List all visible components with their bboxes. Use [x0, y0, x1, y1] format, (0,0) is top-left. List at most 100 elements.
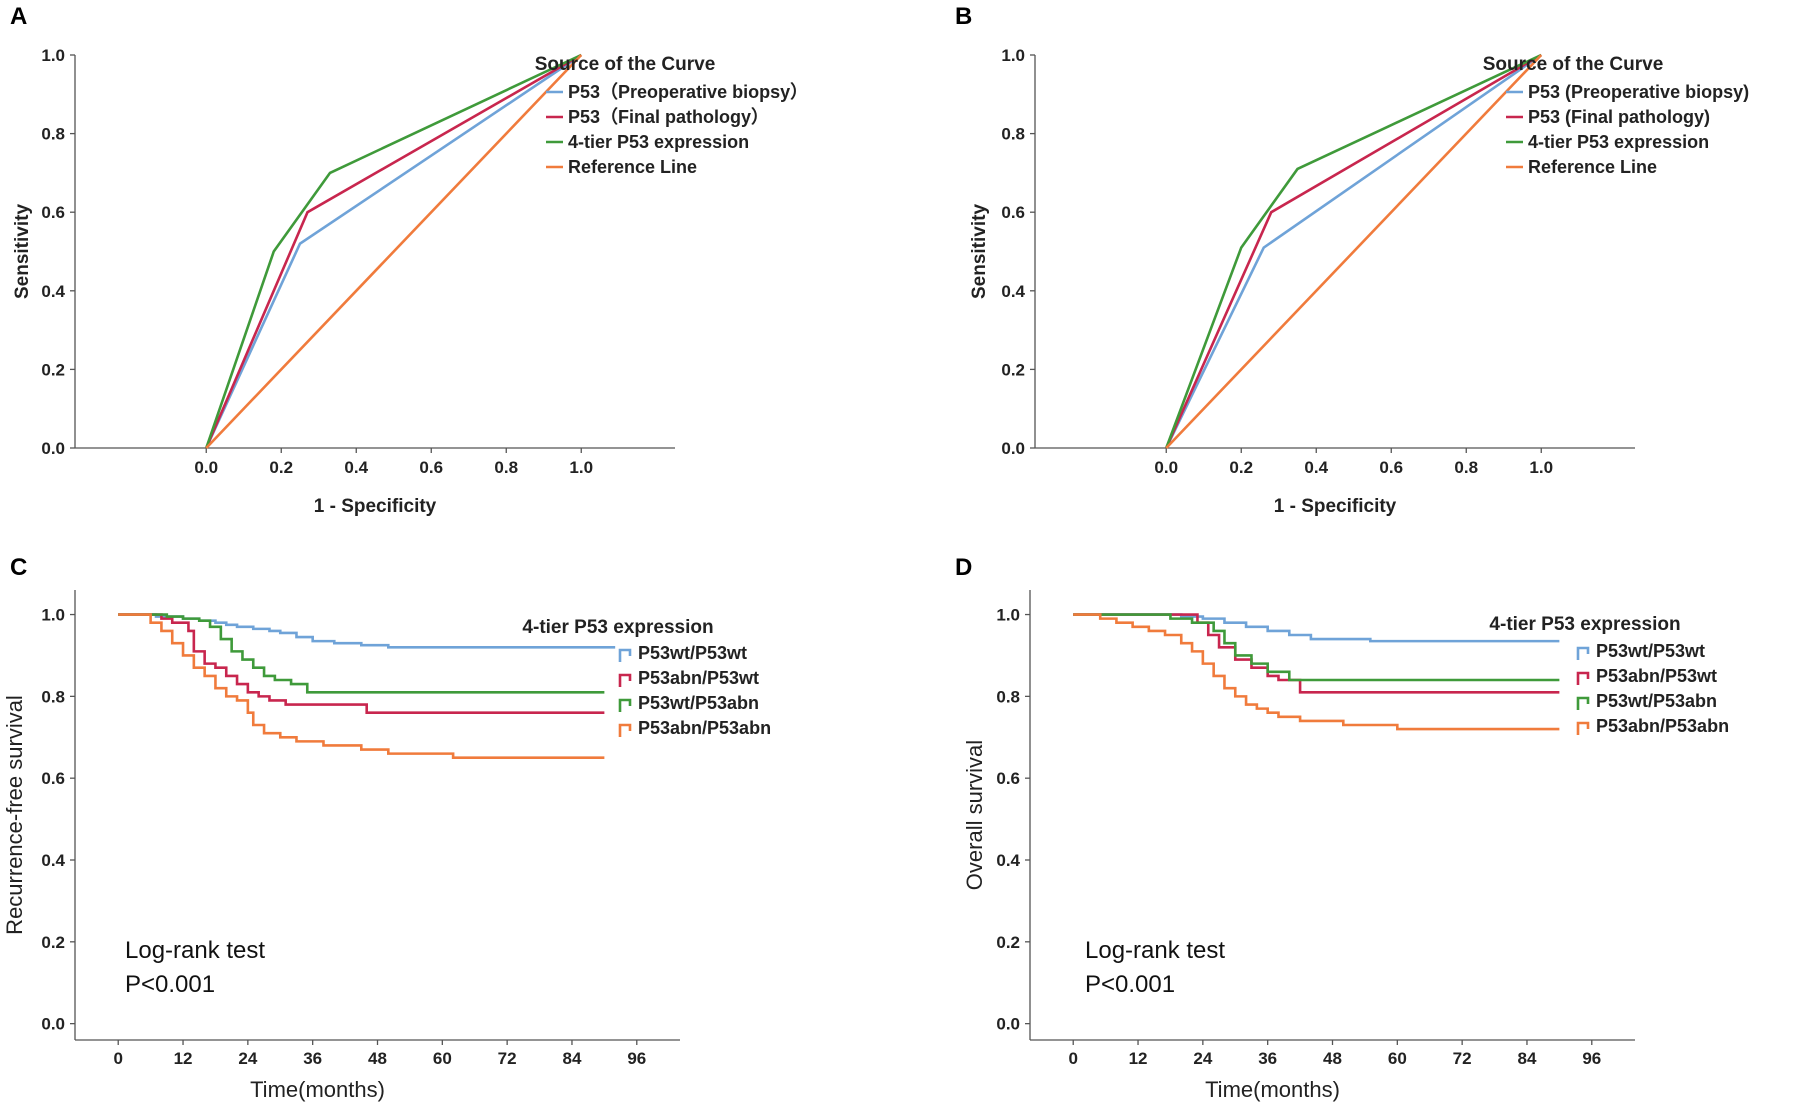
- panel-letter: A: [10, 3, 27, 30]
- x-tick-label: 84: [1518, 1049, 1537, 1068]
- x-tick-label: 36: [303, 1049, 322, 1068]
- y-tick-label: 0.6: [996, 769, 1020, 788]
- panel-letter: C: [10, 554, 27, 581]
- x-axis-label: 1 - Specificity: [1274, 496, 1397, 517]
- x-tick-label: 0.2: [1229, 458, 1253, 477]
- y-tick-label: 1.0: [41, 606, 65, 625]
- legend-label-p53-preoperative-biopsy: P53（Preoperative biopsy）: [568, 82, 808, 102]
- annotation-test-name: Log-rank test: [125, 937, 265, 964]
- y-axis-label: Sensitivity: [969, 204, 990, 299]
- y-tick-label: 0.4: [996, 851, 1020, 870]
- x-tick-label: 0.8: [1454, 458, 1478, 477]
- x-tick-label: 0.0: [194, 458, 218, 477]
- y-axis-label: Sensitivity: [12, 204, 33, 299]
- legend-swatch-p53abn-p53wt: [1576, 671, 1590, 685]
- x-tick-label: 96: [627, 1049, 646, 1068]
- series-line-p53-final-pathology: [205, 53, 582, 449]
- x-tick-label: 72: [1453, 1049, 1472, 1068]
- y-tick-label: 0.4: [41, 851, 65, 870]
- annotation-p-value: P<0.001: [125, 971, 215, 998]
- legend-title: Source of the Curve: [1483, 54, 1664, 75]
- panel-letter: B: [955, 3, 972, 30]
- legend-title: 4-tier P53 expression: [1489, 614, 1680, 635]
- series-line-reference-line: [205, 54, 583, 449]
- y-tick-label: 1.0: [41, 46, 65, 65]
- x-tick-label: 0.4: [1304, 458, 1328, 477]
- y-tick-label: 0.0: [41, 1015, 65, 1034]
- y-tick-label: 0.2: [996, 933, 1020, 952]
- y-tick-label: 0.2: [41, 360, 65, 379]
- series-line-p53wt-p53wt: [1073, 613, 1560, 643]
- x-tick-label: 84: [563, 1049, 582, 1068]
- x-tick-label: 36: [1258, 1049, 1277, 1068]
- legend-swatch-p53wt-p53wt: [1576, 646, 1590, 660]
- legend-label-p53wt-p53wt: P53wt/P53wt: [1596, 641, 1705, 661]
- series-line-4-tier-p53-expression: [1165, 53, 1542, 449]
- x-tick-label: 12: [1129, 1049, 1148, 1068]
- legend-label-p53wt-p53abn: P53wt/P53abn: [1596, 691, 1717, 711]
- series-line-p53wt-p53abn: [1073, 613, 1560, 682]
- series-line-p53-preoperative-biopsy: [1165, 53, 1542, 449]
- y-tick-label: 0.0: [996, 1015, 1020, 1034]
- x-tick-label: 0.0: [1154, 458, 1178, 477]
- series-line-p53abn-p53wt: [118, 613, 605, 715]
- x-tick-label: 60: [433, 1049, 452, 1068]
- x-tick-label: 72: [498, 1049, 517, 1068]
- x-tick-label: 0: [113, 1049, 122, 1068]
- x-tick-label: 96: [1582, 1049, 1601, 1068]
- series-line-p53-final-pathology: [1165, 53, 1542, 449]
- annotation-test-name: Log-rank test: [1085, 937, 1225, 964]
- legend-label-p53abn-p53wt: P53abn/P53wt: [1596, 666, 1717, 686]
- legend-label-reference-line: Reference Line: [568, 157, 697, 177]
- series-line-p53abn-p53abn: [118, 613, 605, 760]
- legend-swatch-p53abn-p53wt: [618, 673, 632, 687]
- x-tick-label: 0.6: [419, 458, 443, 477]
- y-tick-label: 0.2: [41, 933, 65, 952]
- x-tick-label: 60: [1388, 1049, 1407, 1068]
- panel-c-recurrence-free-survival-chart: C 0.0 0.2 0.4 0.6 0.8 1.0 0 12 24 36 48 60 72 84 96 Time…: [2, 554, 771, 1102]
- legend-swatch-p53abn-p53abn: [618, 723, 632, 737]
- y-tick-label: 0.0: [41, 439, 65, 458]
- x-tick-label: 0: [1068, 1049, 1077, 1068]
- legend-swatch-p53wt-p53abn: [618, 698, 632, 712]
- panel-d-overall-survival-chart: D 0.0 0.2 0.4 0.6 0.8 1.0 0 12 24 36 48 60 72 84 96 Time…: [955, 554, 1729, 1102]
- series-line-4-tier-p53-expression: [205, 53, 582, 449]
- legend-label-p53abn-p53wt: P53abn/P53wt: [638, 668, 759, 688]
- x-tick-label: 24: [238, 1049, 257, 1068]
- y-tick-label: 0.8: [41, 125, 65, 144]
- legend-label-reference-line: Reference Line: [1528, 157, 1657, 177]
- series-line-p53abn-p53abn: [1073, 613, 1560, 731]
- legend-label-4-tier-p53-expression: 4-tier P53 expression: [1528, 132, 1709, 152]
- legend-label-p53-final-pathology: P53 (Final pathology): [1528, 107, 1710, 127]
- y-tick-label: 0.6: [41, 769, 65, 788]
- x-axis-label: Time(months): [250, 1077, 385, 1102]
- y-tick-label: 0.4: [1001, 282, 1025, 301]
- series-line-p53wt-p53abn: [118, 613, 605, 694]
- series-line-reference-line: [1165, 54, 1543, 449]
- x-tick-label: 48: [368, 1049, 387, 1068]
- x-tick-label: 24: [1193, 1049, 1212, 1068]
- x-tick-label: 12: [174, 1049, 193, 1068]
- y-tick-label: 0.8: [1001, 125, 1025, 144]
- y-tick-label: 0.4: [41, 282, 65, 301]
- legend-label-p53wt-p53wt: P53wt/P53wt: [638, 643, 747, 663]
- x-axis-label: 1 - Specificity: [314, 496, 437, 517]
- legend-label-p53abn-p53abn: P53abn/P53abn: [1596, 716, 1729, 736]
- legend-swatch-p53wt-p53abn: [1576, 696, 1590, 710]
- legend-swatch-p53abn-p53abn: [1576, 721, 1590, 735]
- y-tick-label: 0.6: [41, 203, 65, 222]
- legend-label-p53abn-p53abn: P53abn/P53abn: [638, 718, 771, 738]
- x-tick-label: 0.6: [1379, 458, 1403, 477]
- x-tick-label: 0.2: [269, 458, 293, 477]
- legend-title: Source of the Curve: [535, 54, 716, 75]
- annotation-p-value: P<0.001: [1085, 971, 1175, 998]
- y-tick-label: 0.0: [1001, 439, 1025, 458]
- legend-label-p53-final-pathology: P53（Final pathology）: [568, 107, 769, 127]
- legend-label-p53wt-p53abn: P53wt/P53abn: [638, 693, 759, 713]
- y-tick-label: 0.8: [41, 687, 65, 706]
- panel-b-roc-chart: B 0.0 0.2 0.4 0.6 0.8 1.0 0.0 0.2 0.4 0.6 0.8 1.0 1 -…: [955, 3, 1749, 517]
- y-tick-label: 0.8: [996, 687, 1020, 706]
- series-line-p53-preoperative-biopsy: [205, 53, 582, 449]
- x-tick-label: 1.0: [569, 458, 593, 477]
